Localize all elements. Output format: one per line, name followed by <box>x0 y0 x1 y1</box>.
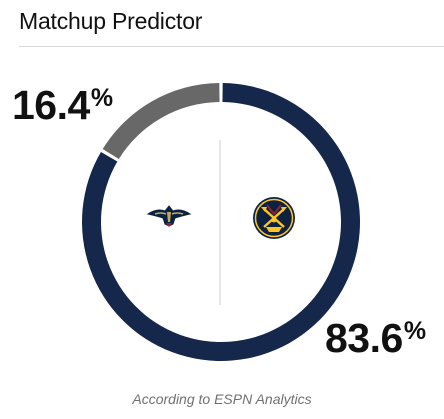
pelicans-logo-icon <box>146 205 192 227</box>
away-win-probability-value: 16.4 <box>12 82 90 128</box>
home-win-probability: 83.6% <box>325 318 426 359</box>
donut-slice-away <box>102 83 220 160</box>
title-divider <box>19 46 444 47</box>
nuggets-logo-icon <box>253 197 295 239</box>
away-percent-sign: % <box>90 84 114 112</box>
page-title: Matchup Predictor <box>19 8 203 34</box>
source-note: According to ESPN Analytics <box>132 391 312 407</box>
home-percent-sign: % <box>403 317 427 345</box>
away-win-probability: 16.4% <box>12 85 113 126</box>
home-win-probability-value: 83.6 <box>325 315 403 361</box>
